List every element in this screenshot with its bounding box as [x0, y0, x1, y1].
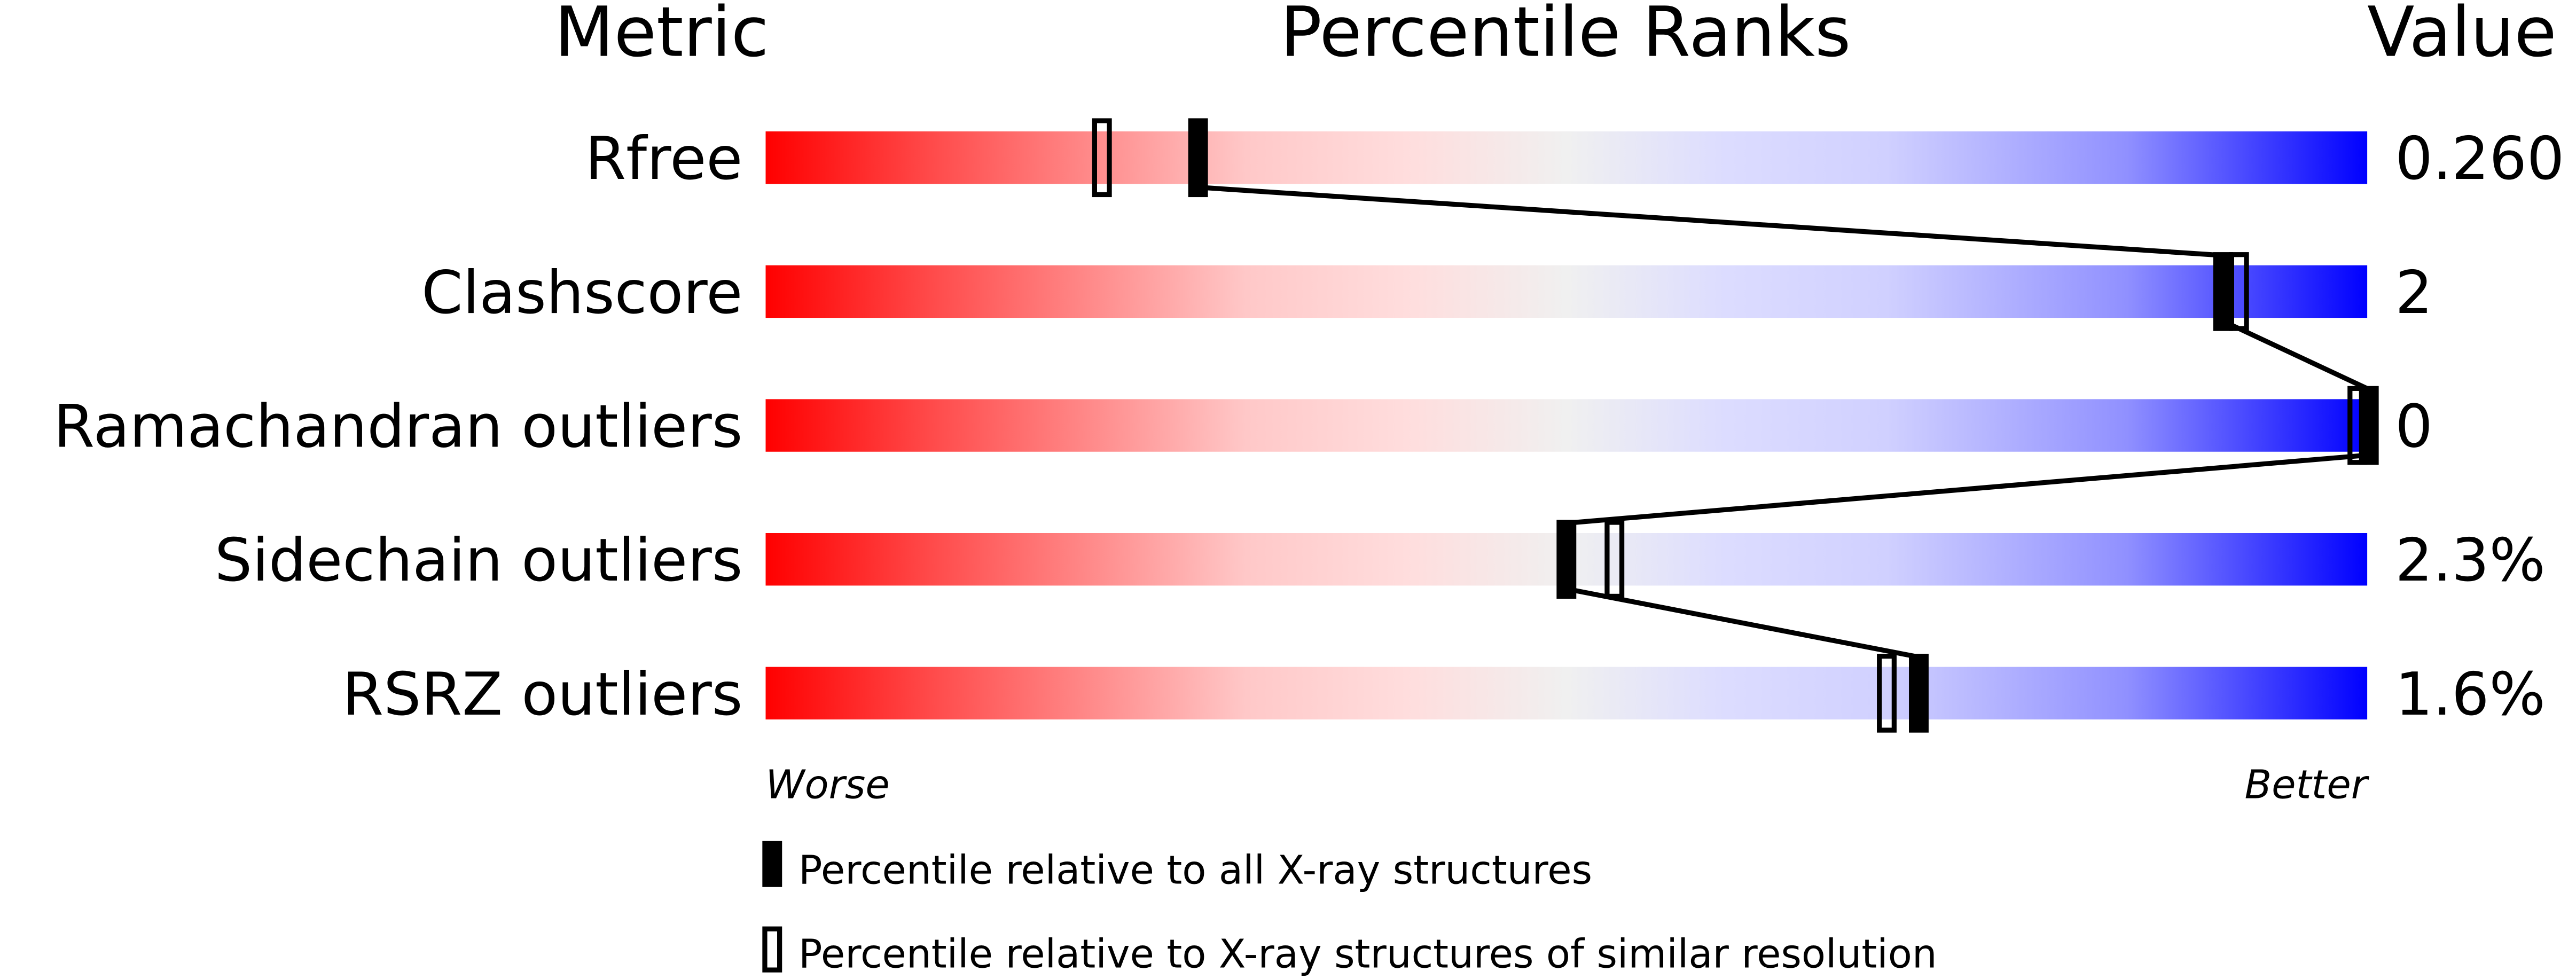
- metric-label: Rfree: [585, 124, 742, 193]
- marker-all-structures: [1556, 520, 1577, 599]
- marker-similar-resolution: [1877, 654, 1897, 733]
- metric-value: 2.3%: [2395, 526, 2545, 595]
- metric-label: Ramachandran outliers: [53, 393, 742, 461]
- percentile-bar: [765, 131, 2368, 184]
- header-percentile-ranks: Percentile Ranks: [1280, 0, 1851, 73]
- marker-all-structures: [1188, 118, 1208, 198]
- percentile-bar: [765, 667, 2368, 720]
- legend-filled-label: Percentile relative to all X-ray structu…: [798, 848, 1592, 894]
- metric-value: 0.260: [2395, 124, 2564, 193]
- legend-open-marker-icon: [762, 926, 782, 973]
- metric-label: RSRZ outliers: [342, 660, 742, 729]
- marker-similar-resolution: [1092, 118, 1112, 198]
- metric-label: Clashscore: [421, 259, 742, 327]
- marker-all-structures: [2213, 252, 2233, 331]
- marker-similar-resolution: [1604, 520, 1625, 599]
- header-value: Value: [2367, 0, 2557, 73]
- metric-value: 1.6%: [2395, 660, 2545, 729]
- axis-label-worse: Worse: [765, 762, 889, 808]
- marker-all-structures: [2359, 386, 2379, 465]
- metric-value: 0: [2395, 393, 2432, 461]
- axis-label-better: Better: [2244, 762, 2369, 808]
- header-metric: Metric: [554, 0, 769, 73]
- legend-filled-marker-icon: [762, 841, 782, 887]
- legend-open-label: Percentile relative to X-ray structures …: [798, 931, 1937, 977]
- percentile-bar: [765, 265, 2368, 318]
- marker-all-structures: [1909, 654, 1929, 733]
- percentile-bar: [765, 399, 2368, 452]
- metric-value: 2: [2395, 259, 2432, 327]
- metric-label: Sidechain outliers: [215, 526, 743, 595]
